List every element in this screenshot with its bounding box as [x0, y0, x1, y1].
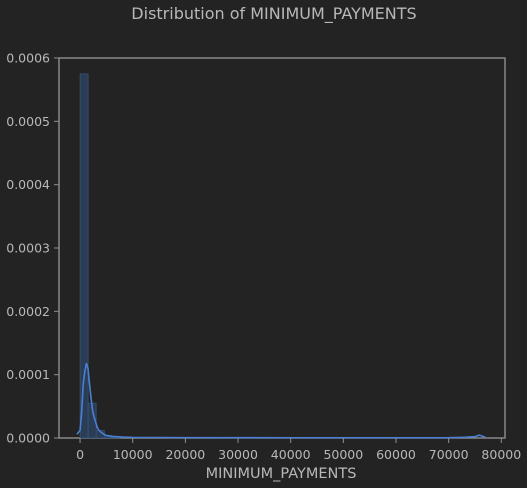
y-tick-label: 0.0006	[6, 51, 50, 66]
y-tick-label: 0.0005	[6, 114, 50, 129]
y-tick-label: 0.0003	[6, 241, 50, 256]
x-tick-label: 20000	[165, 447, 205, 462]
x-tick-label: 0	[76, 447, 84, 462]
x-tick-label: 60000	[376, 447, 416, 462]
y-tick-label: 0.0001	[6, 367, 50, 382]
x-tick-label: 40000	[271, 447, 311, 462]
x-tick-label: 80000	[481, 447, 521, 462]
x-tick-label: 70000	[429, 447, 469, 462]
y-tick-label: 0.0004	[6, 177, 50, 192]
y-axis-ticks: 0.0000 0.0001 0.0002 0.0003 0.0004 0.0005 0.00…	[6, 51, 59, 446]
x-axis-ticks: 0 10000 20000 30000 40000 50000 60000 70000 8000…	[76, 438, 521, 462]
x-tick-label: 30000	[218, 447, 258, 462]
x-axis-label: MINIMUM_PAYMENTS	[206, 466, 357, 482]
chart-title: Distribution of MINIMUM_PAYMENTS	[131, 4, 416, 24]
x-tick-label: 50000	[323, 447, 363, 462]
y-tick-label: 0.0002	[6, 304, 50, 319]
y-tick-label: 0.0000	[6, 431, 50, 446]
x-tick-label: 10000	[113, 447, 153, 462]
plot-frame	[59, 58, 505, 438]
